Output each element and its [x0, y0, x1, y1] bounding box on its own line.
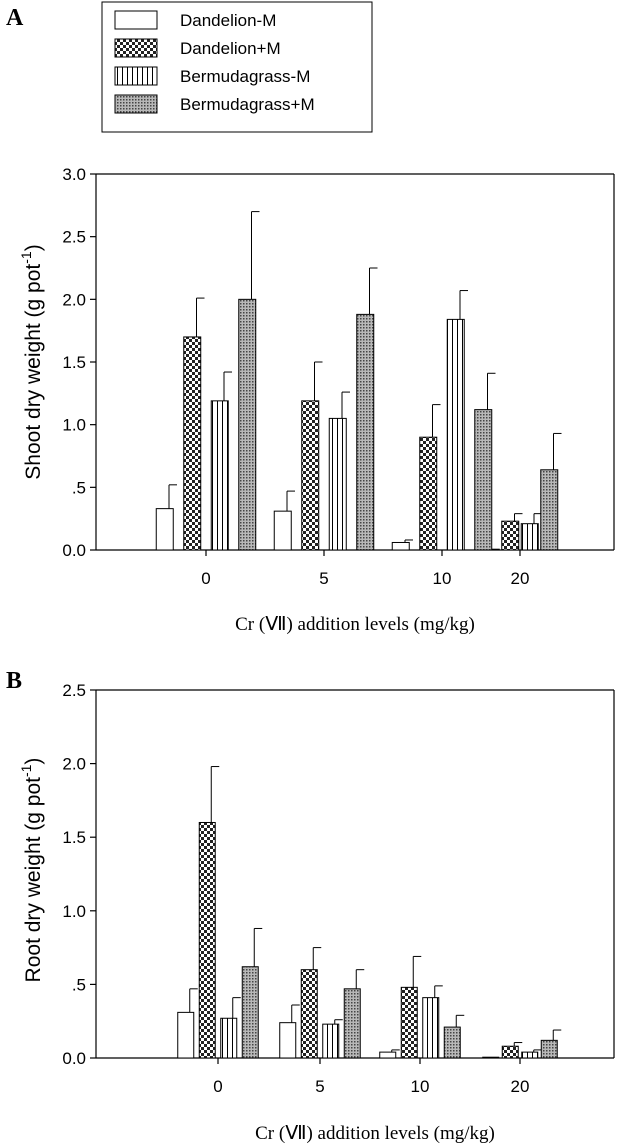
y-axis-label-b-sup: -1 — [18, 764, 34, 777]
y-axis-label-b-text: Root dry weight (g pot — [22, 777, 45, 983]
y-tick-label-b-1: .5 — [72, 975, 86, 994]
bar-a-bermudagrass-m-10 — [474, 409, 493, 551]
bar-a-bermudagrass-m-5 — [328, 417, 347, 551]
y-tick-label-a-3: 1.5 — [62, 353, 86, 372]
x-axis-label-a: Cr (Ⅶ) addition levels (mg/kg) — [235, 614, 475, 635]
bar-a-dandelion-m-20 — [501, 520, 520, 551]
bar-a-dandelion-m-10 — [391, 541, 410, 551]
bar-b-dandelion-m-20 — [482, 1056, 500, 1059]
x-tick-label-b-1: 5 — [315, 1077, 324, 1096]
x-tick-label-a-0: 0 — [201, 569, 210, 588]
y-tick-label-a-2: 1.0 — [62, 416, 86, 435]
y-tick-label-a-5: 2.5 — [62, 228, 86, 247]
y-tick-label-a-4: 2.0 — [62, 290, 86, 309]
y-tick-label-a-0: 0.0 — [62, 541, 86, 560]
x-tick-label-a-1: 5 — [319, 569, 328, 588]
legend-swatch-bermudagrass-m — [114, 66, 158, 86]
legend-swatch-dandelion-m — [114, 10, 158, 30]
bar-b-bermudagrass-m-10 — [443, 1026, 461, 1059]
legend-label-bermudagrass-m: Bermudagrass-M — [180, 67, 310, 86]
bar-b-bermudagrass-m-5 — [343, 988, 361, 1059]
bar-a-bermudagrass-m-0 — [238, 298, 257, 551]
chart-panel-b: 0.0 .5 1.0 1.5 2.0 2.5 0 5 10 20 Cr (Ⅶ) addition… — [18, 681, 615, 1144]
bar-b-bermudagrass-m-5 — [322, 1023, 340, 1059]
y-tick-label-b-3: 1.5 — [62, 828, 86, 847]
y-tick-label-a-1: .5 — [72, 478, 86, 497]
x-tick-label-a-3: 20 — [511, 569, 530, 588]
bar-b-bermudagrass-m-20 — [540, 1039, 558, 1059]
y-axis-label-b: Root dry weight (g pot-1) — [18, 758, 45, 983]
bar-a-dandelion-m-5 — [273, 510, 292, 551]
x-tick-label-b-3: 20 — [511, 1077, 530, 1096]
legend-swatch-bermudagrass-m — [114, 94, 158, 114]
y-tick-label-b-0: 0.0 — [62, 1049, 86, 1068]
y-tick-label-b-2: 1.0 — [62, 902, 86, 921]
bar-a-bermudagrass-m-20 — [540, 469, 559, 551]
y-tick-label-a-6: 3.0 — [62, 165, 86, 184]
chart-panel-a: 0.0 .5 1.0 1.5 2.0 2.5 3.0 0 5 10 20 Cr (Ⅶ) addit… — [18, 165, 615, 635]
legend-label-bermudagrass-m: Bermudagrass+M — [180, 95, 315, 114]
bar-b-dandelion-m-0 — [177, 1011, 195, 1059]
y-tick-label-b-4: 2.0 — [62, 755, 86, 774]
bar-b-bermudagrass-m-10 — [422, 997, 440, 1059]
bar-b-bermudagrass-m-0 — [241, 966, 259, 1059]
bar-a-bermudagrass-m-20 — [520, 523, 539, 551]
bar-b-dandelion-m-5 — [300, 969, 318, 1059]
x-tick-label-b-2: 10 — [411, 1077, 430, 1096]
y-axis-label-a-sup: -1 — [18, 251, 34, 264]
bar-a-dandelion-m-10 — [419, 436, 438, 551]
bar-b-dandelion-m-20 — [501, 1045, 519, 1059]
legend: Dandelion-M Dandelion+M Bermudagrass-M Berm… — [101, 1, 373, 133]
y-axis-label-a-text: Shoot dry weight (g pot — [22, 264, 45, 480]
bar-b-bermudagrass-m-20 — [521, 1051, 539, 1059]
bar-a-dandelion-m-5 — [301, 400, 320, 551]
bar-a-bermudagrass-m-10 — [446, 318, 465, 551]
legend-label-dandelion-m: Dandelion-M — [180, 11, 276, 30]
panel-letter-a: A — [6, 5, 24, 31]
bar-a-dandelion-m-0 — [155, 508, 174, 551]
panel-letter-b: B — [6, 668, 22, 694]
x-tick-label-a-2: 10 — [433, 569, 452, 588]
bar-a-bermudagrass-m-5 — [356, 313, 375, 551]
bar-b-dandelion-m-10 — [379, 1051, 397, 1059]
y-axis-label-a: Shoot dry weight (g pot-1) — [18, 244, 45, 479]
y-axis-label-b-close: ) — [22, 758, 45, 765]
legend-swatch-dandelion-m — [114, 38, 158, 58]
bar-a-dandelion-m-0 — [183, 336, 202, 551]
bar-a-bermudagrass-m-0 — [210, 400, 229, 551]
x-axis-label-b: Cr (Ⅶ) addition levels (mg/kg) — [255, 1123, 495, 1144]
bar-b-dandelion-m-10 — [400, 986, 418, 1059]
y-axis-label-a-close: ) — [22, 244, 45, 251]
legend-label-dandelion-m: Dandelion+M — [180, 39, 281, 58]
bar-b-dandelion-m-0 — [198, 821, 216, 1059]
bar-b-bermudagrass-m-0 — [220, 1017, 238, 1059]
bar-b-dandelion-m-5 — [279, 1022, 297, 1059]
x-tick-label-b-0: 0 — [213, 1077, 222, 1096]
y-tick-label-b-5: 2.5 — [62, 681, 86, 700]
